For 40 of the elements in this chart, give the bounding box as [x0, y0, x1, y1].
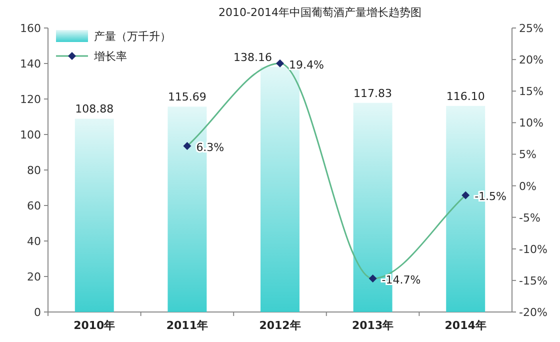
y-tick-label: 0	[34, 306, 41, 319]
y2-tick-label: -15%	[519, 274, 548, 288]
point	[462, 191, 470, 200]
data-label: -1.5%	[474, 190, 507, 204]
x-tick-label: 2011年	[166, 319, 208, 332]
data-label: 19.4%	[289, 58, 324, 72]
point	[276, 59, 284, 68]
data-label: 138.16	[234, 50, 272, 64]
y-tick-label: 160	[20, 22, 41, 35]
data-label: 115.69	[168, 90, 206, 104]
legend-label: 产量（万千升）	[94, 30, 171, 43]
y-tick-label: 80	[27, 164, 41, 177]
point	[183, 142, 192, 150]
y-tick-label: 140	[20, 58, 41, 70]
y2-tick-label: 5%	[519, 148, 536, 162]
y2-tick-label: 10%	[519, 116, 544, 130]
chart-title: 2010-2014年中国葡萄酒产量增长趋势图	[218, 6, 422, 19]
y2-tick-label: 20%	[519, 54, 544, 67]
y2-tick-label: -10%	[519, 242, 548, 256]
x-tick-label: 2012年	[259, 319, 301, 332]
point	[368, 274, 377, 283]
data-label: 6.3%	[196, 141, 224, 154]
y-tick-label: 100	[20, 128, 41, 142]
y-tick-label: 40	[27, 235, 41, 248]
y2-tick-label: 0%	[519, 180, 536, 193]
x-tick-label: 2010年	[74, 319, 116, 332]
y-tick-label: 120	[20, 93, 41, 106]
data-label: 117.83	[354, 86, 392, 100]
x-tick-label: 2014年	[444, 319, 486, 332]
y-tick-label: 60	[27, 200, 41, 212]
y2-tick-label: 15%	[519, 85, 544, 98]
bar	[74, 118, 114, 312]
y-tick-label: 20	[27, 270, 41, 284]
y2-tick-label: 25%	[519, 22, 544, 35]
data-label: 108.88	[75, 102, 114, 116]
y2-tick-label: -20%	[519, 306, 548, 319]
legend-label: 增长率	[93, 50, 127, 63]
x-tick-label: 2013年	[352, 319, 394, 332]
y2-tick-label: -5%	[519, 211, 540, 224]
data-label: 116.10	[446, 90, 485, 103]
